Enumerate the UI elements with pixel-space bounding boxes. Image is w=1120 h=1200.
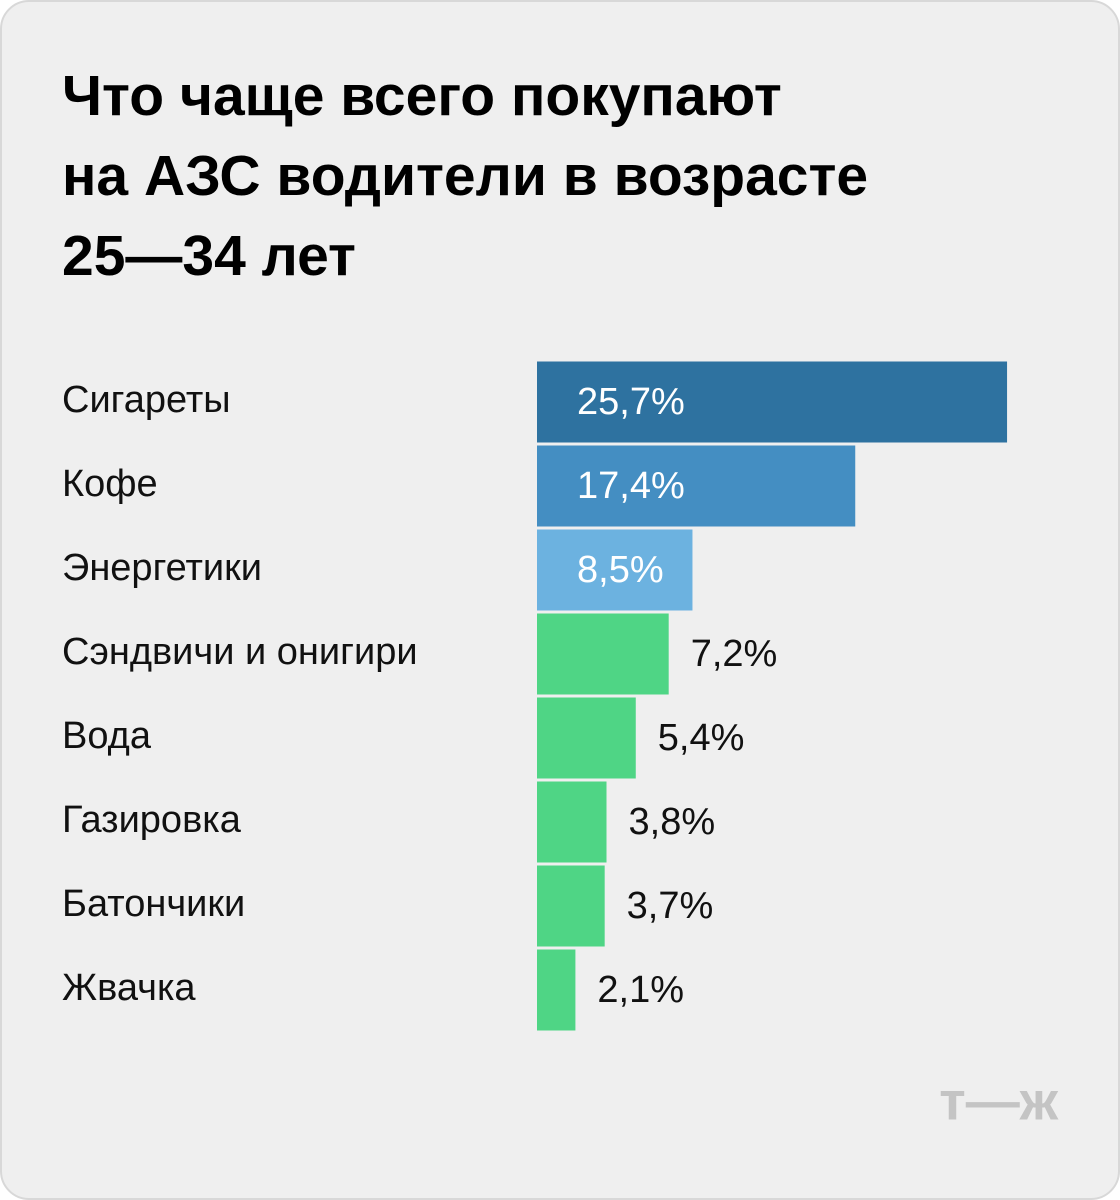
category-label: Сэндвичи и онигири — [62, 631, 418, 673]
category-label: Кофе — [62, 463, 158, 505]
value-label: 3,8% — [629, 801, 716, 843]
logo: т—ж — [939, 1071, 1058, 1131]
bar — [537, 445, 856, 527]
value-label: 8,5% — [577, 549, 664, 591]
bar — [537, 613, 669, 695]
chart-title: Что чаще всего покупают — [62, 64, 782, 128]
bar — [537, 361, 1008, 443]
category-label: Батончики — [62, 883, 245, 925]
bar — [537, 529, 693, 611]
category-label: Вода — [62, 715, 152, 757]
category-label: Сигареты — [62, 379, 231, 421]
value-label: 7,2% — [691, 633, 778, 675]
bar — [537, 949, 576, 1031]
value-label: 5,4% — [658, 717, 745, 759]
category-label: Жвачка — [62, 967, 196, 1009]
value-label: 25,7% — [577, 381, 685, 423]
bar — [537, 865, 605, 947]
category-label: Газировка — [62, 799, 242, 841]
value-label: 17,4% — [577, 465, 685, 507]
category-label: Энергетики — [62, 547, 262, 589]
value-label: 2,1% — [597, 969, 684, 1011]
chart-title: 25—34 лет — [62, 224, 356, 288]
chart-title: на АЗС водители в возрасте — [62, 144, 868, 208]
bar — [537, 697, 636, 779]
value-label: 3,7% — [627, 885, 714, 927]
bar — [537, 781, 607, 863]
